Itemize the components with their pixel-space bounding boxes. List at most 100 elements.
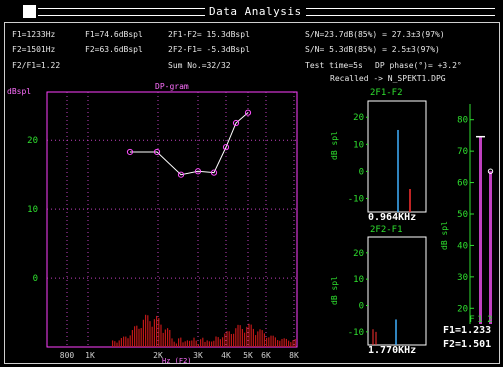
f2-level: F2=63.6dBspl <box>85 45 143 54</box>
level-ytick-label: 50 <box>457 210 468 220</box>
spectrum2-ytick-label: 10 <box>353 275 364 285</box>
dpgram-noise-bar <box>151 326 153 347</box>
dpgram-noise-bar <box>279 340 281 347</box>
dpgram-point <box>194 168 202 175</box>
dpgram-noise-bar <box>138 328 140 347</box>
f1-level: F1=74.6dBspl <box>85 30 143 39</box>
dpgram-xtick-label: 800 <box>60 351 75 360</box>
dpgram-xlabel: Hz (F2) <box>162 357 192 365</box>
dpgram-noise-bar <box>222 337 224 347</box>
dpgram-ytick-label: 10 <box>27 205 38 215</box>
dpgram-noise-bar <box>285 338 287 347</box>
dpgram-unit: dBspl <box>7 87 32 96</box>
dpgram-noise-bar <box>153 319 155 347</box>
dpgram-noise-bar <box>257 331 259 347</box>
dpgram-noise-bar <box>237 324 239 347</box>
dpgram-noise-bar <box>261 330 263 347</box>
dpgram-noise-bar <box>239 325 241 347</box>
dpgram-noise-bar <box>217 337 219 347</box>
test-time: Test time=5s <box>305 61 363 70</box>
dp-2f1-f2-level: 2F1-F2= 15.3dBspl <box>168 30 250 39</box>
spectrum2-ytick-label: 20 <box>353 249 364 259</box>
dpgram-point <box>244 109 252 116</box>
dpgram-point <box>177 171 185 178</box>
f2-frequency: F2=1501Hz <box>12 45 56 54</box>
level-bar-label: F <box>469 315 474 325</box>
dpgram-noise-bar <box>283 338 285 347</box>
dpgram-noise-bar <box>274 337 276 347</box>
dpgram-xtick-label: 5K <box>243 351 253 360</box>
dpgram-noise-bar <box>156 315 158 347</box>
dpgram-noise-bar <box>142 319 144 347</box>
dpgram-noise-bar <box>136 325 138 347</box>
sn-2f2-f1: S/N= 5.3dB(85%) = 2.5±3(97%) <box>305 45 440 54</box>
dpgram-series-line <box>130 112 249 176</box>
dpgram-noise-bar <box>263 333 265 347</box>
dpgram-xtick-label: 2K <box>153 351 163 360</box>
dpgram-noise-bar <box>173 341 175 347</box>
dpgram-noise-bar <box>140 328 142 347</box>
dpgram-noise-bar <box>184 341 186 347</box>
level-f1-frequency: F1=1.233 <box>443 325 492 336</box>
sum-number: Sum No.=32/32 <box>168 61 231 70</box>
dpgram-noise-bar <box>175 343 177 347</box>
dpgram-noise-bar <box>290 342 292 347</box>
dpgram-noise-bar <box>241 328 243 347</box>
dp-2f2-f1-level: 2F2-F1= -5.3dBspl <box>168 45 250 54</box>
level-ytick-label: 20 <box>457 304 468 314</box>
dpgram-xtick-label: 1K <box>85 351 95 360</box>
spectrum2-plot-border <box>367 236 427 346</box>
spectrum1-ytick-label: 20 <box>353 113 364 123</box>
dpgram-noise-bar <box>123 336 125 347</box>
level-bar-label: 1 <box>477 315 482 325</box>
recalled-file: Recalled -> N_SPEKT1.DPG <box>330 74 446 83</box>
window-title: Data Analysis <box>205 5 306 18</box>
dpgram-noise-bar <box>204 341 206 347</box>
level-ytick-label: 70 <box>457 147 468 157</box>
dpgram-noise-bar <box>160 324 162 347</box>
main-frame <box>4 22 500 364</box>
dp-phase: DP phase(°)= +3.2° <box>375 61 462 70</box>
dpgram-noise-bar <box>197 344 199 347</box>
dpgram-xtick-label: 4K <box>221 351 231 360</box>
dpgram-noise-bar <box>125 336 127 347</box>
dpgram-noise-bar <box>270 335 272 347</box>
dpgram-point <box>232 119 240 127</box>
dpgram-noise-bar <box>202 337 204 347</box>
dpgram-point <box>210 169 218 176</box>
dpgram-noise-bar <box>215 336 217 347</box>
dpgram-xtick-label: 8K <box>289 351 299 360</box>
spectrum2-ytick-label: 0 <box>359 301 364 311</box>
dpgram-noise-bar <box>292 340 294 347</box>
spectrum1-plot-border <box>367 100 427 213</box>
level-ylabel: dB spl <box>440 221 449 250</box>
dpgram-noise-bar <box>169 329 171 347</box>
dpgram-xtick-label: 6K <box>261 351 271 360</box>
dpgram-noise-bar <box>288 340 290 347</box>
dpgram-noise-bar <box>112 340 114 347</box>
dpgram-noise-bar <box>228 331 230 347</box>
dpgram-noise-bar <box>208 341 210 347</box>
spectrum1-title: 2F1-F2 <box>370 88 403 98</box>
dpgram-noise-bar <box>134 326 136 347</box>
dpgram-point <box>153 148 161 156</box>
dpgram-noise-bar <box>277 340 279 347</box>
spectrum2-ylabel: dB spl <box>330 276 339 305</box>
dpgram-noise-bar <box>248 323 250 347</box>
level-bar-label: 2 <box>487 315 492 325</box>
level-ytick-label: 40 <box>457 241 468 251</box>
dpgram-noise-bar <box>114 341 116 347</box>
dpgram-noise-bar <box>180 337 182 347</box>
close-button[interactable] <box>22 4 37 19</box>
spectrum1-frequency: 0.964KHz <box>368 212 417 223</box>
frequency-ratio: F2/F1=1.22 <box>12 61 61 70</box>
dpgram-noise-bar <box>281 338 283 347</box>
dpgram-noise-bar <box>162 332 164 347</box>
dpgram-noise-bar <box>272 335 274 347</box>
dpgram-noise-bar <box>206 340 208 347</box>
dpgram-noise-bar <box>182 342 184 347</box>
dpgram-noise-bar <box>149 321 151 347</box>
dpgram-xtick-label: 3K <box>193 351 203 360</box>
dpgram-noise-bar <box>252 328 254 347</box>
